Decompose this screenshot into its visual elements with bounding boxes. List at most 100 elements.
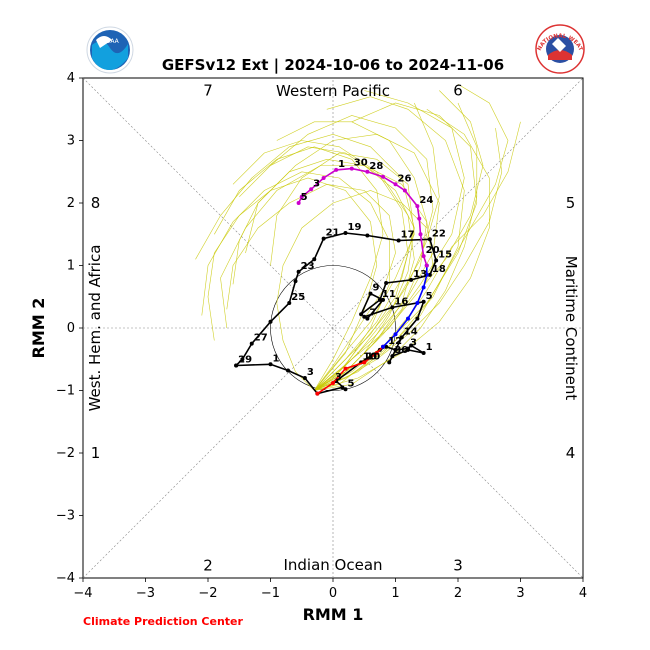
- ensemble-members: [195, 84, 521, 391]
- observed-point-23: [362, 314, 367, 319]
- y-tick-label: −3: [56, 509, 75, 524]
- observed-point-22: [390, 305, 395, 310]
- forecast-blue-point-2: [393, 332, 398, 337]
- observed-point-27: [359, 312, 364, 317]
- forecast-magenta-point-9: [365, 169, 370, 174]
- forecast-magenta-point-2: [421, 254, 426, 259]
- observed-point-25: [381, 297, 385, 302]
- observed-label: 17: [401, 230, 415, 241]
- forecast-track: [296, 166, 429, 396]
- observed-point-29: [384, 281, 389, 285]
- forecast-magenta-point-14: [299, 194, 304, 199]
- observed-point-17: [390, 354, 395, 359]
- forecast-magenta-point-6: [402, 188, 407, 193]
- forecast-magenta-label: 24: [419, 195, 433, 206]
- observed-label: 19: [348, 222, 362, 233]
- observed-point-18: [387, 360, 392, 365]
- ensemble-member-24: [276, 121, 428, 391]
- ensemble-member-16: [276, 190, 428, 391]
- phase-grid: [82, 77, 584, 579]
- ensemble-member-12: [314, 127, 503, 391]
- observed-label: 3: [307, 367, 314, 378]
- x-tick-label: 3: [516, 586, 524, 601]
- observed-label: 23: [301, 261, 315, 272]
- observed-label: 15: [438, 250, 452, 261]
- observed-label: 25: [291, 292, 305, 303]
- forecast-blue-point-4: [415, 301, 420, 305]
- region-label-top: Western Pacific: [276, 82, 390, 100]
- ensemble-member-15: [195, 133, 415, 391]
- region-label-right: Maritime Continent: [562, 256, 580, 401]
- phase-label-7: 7: [203, 82, 213, 100]
- observed-point-4: [302, 376, 307, 380]
- observed-label: 16: [394, 296, 408, 307]
- ensemble-member-8: [314, 121, 521, 391]
- observed-label: 14: [404, 326, 418, 337]
- observed-point-41: [287, 301, 292, 305]
- observed-track: [234, 231, 439, 396]
- y-tick-label: 3: [67, 134, 75, 149]
- x-tick-label: −1: [261, 586, 280, 601]
- observed-point-28: [377, 297, 382, 302]
- forecast-red-label: 3: [335, 372, 342, 383]
- forecast-magenta-label: 5: [301, 192, 308, 203]
- phase-label-6: 6: [453, 82, 463, 100]
- observed-label: 12: [388, 336, 402, 347]
- ensemble-member-10: [314, 96, 465, 391]
- observed-point-32: [434, 258, 439, 263]
- phase-label-1: 1: [91, 444, 101, 462]
- observed-point-45: [234, 363, 239, 368]
- forecast-blue-point-3: [406, 316, 410, 321]
- forecast-red-point-4: [362, 360, 367, 365]
- forecast-blue-point-5: [421, 285, 426, 290]
- observed-label: 1: [273, 353, 280, 364]
- observed-point-39: [296, 269, 301, 274]
- forecast-magenta-point-7: [393, 182, 398, 187]
- observed-point-19: [399, 335, 404, 340]
- forecast-magenta-point-1: [424, 263, 429, 268]
- observed-point-6: [340, 385, 345, 390]
- ensemble-member-21: [207, 177, 378, 391]
- x-tick-label: 4: [579, 586, 587, 601]
- observed-label: 5: [348, 378, 355, 389]
- observed-point-38: [312, 257, 317, 262]
- observed-label: 9: [373, 283, 380, 294]
- y-tick-label: −4: [56, 571, 75, 586]
- y-tick-label: −1: [56, 384, 75, 399]
- forecast-red-point-1: [315, 391, 320, 396]
- x-axis-label: RMM 1: [303, 605, 364, 624]
- observed-point-36: [343, 231, 348, 235]
- observed-label: 13: [413, 269, 427, 280]
- noaa-logo-text: NOAA: [101, 38, 119, 45]
- ensemble-member-19: [239, 146, 415, 391]
- ensemble-member-2: [270, 152, 415, 391]
- observed-point-24: [365, 316, 370, 321]
- observed-point-26: [368, 291, 373, 296]
- forecast-magenta-point-3: [418, 232, 423, 237]
- observed-label: 22: [432, 228, 446, 239]
- forecast-magenta-point-13: [309, 187, 314, 192]
- x-tick-label: −2: [198, 586, 217, 601]
- forecast-magenta-point-8: [381, 174, 385, 179]
- noaa-logo: NOAA: [86, 26, 134, 74]
- footer-credit: Climate Prediction Center: [83, 615, 243, 628]
- forecast-blue-point-6: [424, 272, 429, 277]
- forecast-magenta-point-4: [417, 216, 422, 221]
- y-tick-label: 0: [67, 321, 75, 336]
- ensemble-member-13: [214, 146, 384, 391]
- observed-line: [235, 232, 437, 395]
- observed-point-7: [343, 387, 348, 392]
- forecast-magenta-label: 30: [354, 158, 368, 169]
- y-tick-label: 4: [67, 71, 75, 86]
- observed-label: 30: [394, 345, 408, 356]
- ensemble-member-17: [232, 158, 415, 391]
- y-tick-label: 2: [67, 196, 75, 211]
- phase-label-3: 3: [453, 557, 463, 575]
- observed-point-15: [421, 351, 426, 355]
- ensemble-member-4: [314, 84, 509, 391]
- ensemble-member-20: [314, 102, 440, 391]
- forecast-blue-point-1: [381, 344, 385, 349]
- observed-label: 10: [363, 351, 377, 362]
